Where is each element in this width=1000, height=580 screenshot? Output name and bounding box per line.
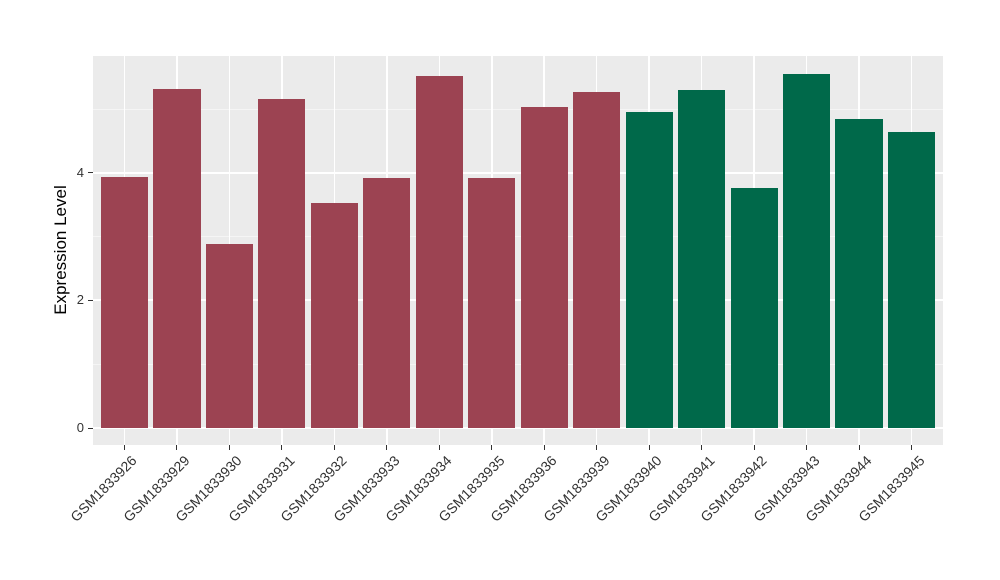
- x-tick-mark-GSM1833934: [438, 445, 440, 450]
- bar-GSM1833932: [310, 203, 358, 428]
- bar-GSM1833934: [415, 76, 463, 428]
- x-tick-mark-GSM1833940: [648, 445, 650, 450]
- x-tick-mark-GSM1833932: [333, 445, 335, 450]
- x-tick-mark-GSM1833926: [123, 445, 125, 450]
- x-tick-mark-GSM1833939: [596, 445, 598, 450]
- x-tick-mark-GSM1833930: [228, 445, 230, 450]
- y-tick-mark-4: [88, 172, 93, 174]
- minor-gridline-y-3: [93, 236, 943, 238]
- y-tick-label-2: 2: [76, 292, 84, 308]
- y-tick-label-0: 0: [76, 420, 84, 435]
- plot-panel: [93, 56, 943, 445]
- x-tick-mark-GSM1833936: [543, 445, 545, 450]
- x-tick-mark-GSM1833942: [753, 445, 755, 450]
- bar-GSM1833944: [835, 118, 883, 428]
- bar-GSM1833942: [730, 188, 778, 428]
- bar-GSM1833945: [887, 132, 936, 428]
- x-tick-mark-GSM1833929: [176, 445, 178, 450]
- bar-GSM1833939: [573, 92, 621, 428]
- bar-GSM1833936: [520, 106, 568, 428]
- x-tick-mark-GSM1833943: [806, 445, 808, 450]
- bar-GSM1833935: [468, 177, 516, 428]
- x-tick-mark-GSM1833945: [911, 445, 913, 450]
- x-tick-mark-GSM1833944: [858, 445, 860, 450]
- bar-GSM1833931: [258, 99, 306, 428]
- y-tick-mark-2: [88, 299, 93, 301]
- bar-GSM1833929: [153, 88, 201, 428]
- x-tick-mark-GSM1833935: [491, 445, 493, 450]
- bar-GSM1833926: [100, 176, 149, 428]
- bar-GSM1833930: [205, 244, 254, 428]
- major-gridline-y-0: [93, 427, 943, 429]
- x-tick-mark-GSM1833933: [386, 445, 388, 450]
- bar-GSM1833943: [782, 74, 831, 428]
- minor-gridline-y-5: [93, 108, 943, 110]
- bar-GSM1833941: [678, 90, 726, 428]
- major-gridline-y-2: [93, 299, 943, 302]
- bar-GSM1833933: [363, 177, 411, 428]
- major-gridline-y-4: [93, 171, 943, 174]
- x-tick-mark-GSM1833941: [701, 445, 703, 450]
- y-tick-mark-0: [88, 427, 93, 429]
- bar-GSM1833940: [625, 111, 673, 428]
- minor-gridline-y-1: [93, 364, 943, 366]
- y-tick-label-4: 4: [76, 164, 84, 180]
- x-tick-mark-GSM1833931: [281, 445, 283, 450]
